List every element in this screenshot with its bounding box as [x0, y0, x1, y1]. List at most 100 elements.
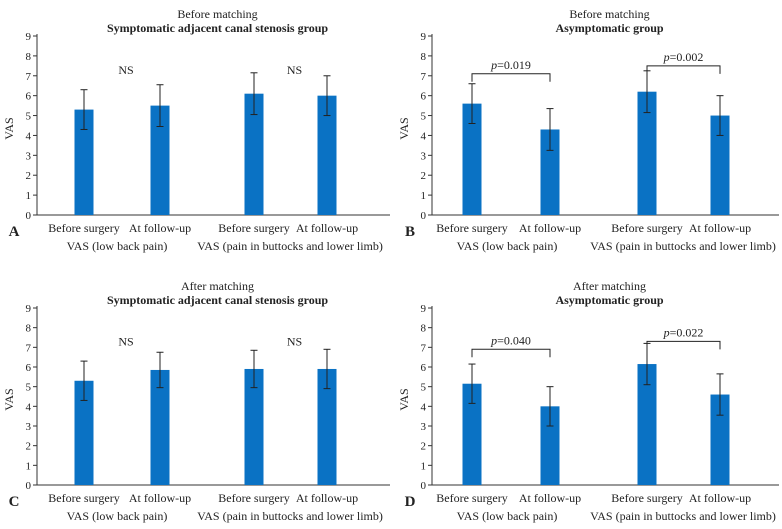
panel-c-y-tick-label: 2 — [26, 441, 32, 453]
panel-b-y-tick-label: 7 — [421, 71, 427, 83]
panel-d-y-tick-label: 1 — [421, 460, 427, 472]
panel-b-y-tick-label: 5 — [421, 111, 427, 123]
panel-c-bar — [74, 380, 94, 485]
panel-d-supertitle: After matching — [573, 279, 646, 293]
panel-b-y-tick-label: 8 — [421, 51, 427, 63]
panel-b-bar — [462, 103, 482, 215]
panel-d-p-value-label: p=0.040 — [490, 333, 531, 347]
panel-a-y-tick-label: 2 — [26, 170, 32, 182]
panel-b-title: Asymptomatic group — [555, 21, 663, 35]
p-symbol: p — [490, 333, 497, 347]
panel-c-bar — [317, 368, 337, 485]
panel-a-group-label: VAS (pain in buttocks and lower limb) — [197, 239, 383, 253]
panel-d-bar — [637, 364, 657, 485]
panel-d-category-label: At follow-up — [519, 491, 581, 505]
p-symbol: p — [663, 325, 670, 339]
panel-a-group-label: VAS (low back pain) — [67, 239, 168, 253]
panel-a-bar — [244, 93, 264, 215]
panel-a-category-label: Before surgery — [48, 221, 119, 235]
panel-b-comparison-bracket — [646, 65, 721, 74]
panel-a-ns-label: NS — [287, 63, 302, 77]
panel-d-label: D — [405, 494, 416, 510]
panel-d-bar — [710, 394, 730, 485]
panel-c-y-tick-label: 1 — [26, 460, 32, 472]
panel-b-y-tick-label: 6 — [421, 91, 427, 103]
panel-a-bar — [317, 95, 337, 215]
panel-d-y-tick-label: 0 — [421, 480, 427, 492]
panel-c-y-tick-label: 0 — [26, 480, 32, 492]
panel-d-p-value-label: p=0.022 — [663, 325, 704, 339]
panel-b-p-value-label: p=0.019 — [490, 58, 531, 72]
panel-c-y-axis-label: VAS — [2, 388, 16, 410]
panel-b-bar — [710, 115, 730, 215]
panel-c-category-label: Before surgery — [218, 491, 289, 505]
panel-b-bar — [540, 129, 560, 215]
panel-a-y-tick-label: 8 — [26, 51, 32, 63]
panel-b-y-tick-label: 1 — [421, 190, 427, 202]
p-value: =0.002 — [670, 50, 704, 64]
panel-a-bar — [150, 105, 170, 215]
panel-c-supertitle: After matching — [181, 279, 254, 293]
panel-d-y-tick-label: 9 — [421, 303, 427, 315]
panel-d-category-label: Before surgery — [436, 491, 507, 505]
panel-a-label: A — [9, 224, 20, 240]
panel-c-ns-label: NS — [118, 334, 133, 348]
panel-d-bar — [462, 383, 482, 485]
p-value: =0.019 — [497, 58, 531, 72]
panel-c-y-tick-label: 3 — [26, 421, 32, 433]
panel-c-y-tick-label: 7 — [26, 342, 32, 354]
panel-a-category-label: At follow-up — [296, 221, 358, 235]
panel-b-bar — [637, 91, 657, 215]
panel-a-bar — [74, 109, 94, 215]
panel-d-y-axis-label: VAS — [397, 388, 411, 410]
panel-c-bar — [150, 369, 170, 485]
panel-d-y-tick-label: 3 — [421, 421, 427, 433]
panel-d-group-label: VAS (low back pain) — [457, 509, 558, 523]
panel-b-y-tick-label: 4 — [421, 130, 427, 142]
panel-d-bar — [540, 406, 560, 485]
panel-b-category-label: At follow-up — [689, 221, 751, 235]
p-symbol: p — [490, 58, 497, 72]
panel-c-y-tick-label: 4 — [26, 401, 32, 413]
panel-a-title: Symptomatic adjacent canal stenosis grou… — [107, 21, 328, 35]
panel-b-y-tick-label: 3 — [421, 150, 427, 162]
panel-c-category-label: At follow-up — [129, 491, 191, 505]
panel-d-y-tick-label: 7 — [421, 342, 427, 354]
p-value: =0.022 — [670, 325, 704, 339]
panel-b-group-label: VAS (low back pain) — [457, 239, 558, 253]
panel-b-category-label: Before surgery — [611, 221, 682, 235]
panel-d-group-label: VAS (pain in buttocks and lower limb) — [590, 509, 776, 523]
panel-b-label: B — [405, 224, 415, 240]
panel-a-y-tick-label: 1 — [26, 190, 32, 202]
panel-b-group-label: VAS (pain in buttocks and lower limb) — [590, 239, 776, 253]
panel-c-ns-label: NS — [287, 334, 302, 348]
panel-a-category-label: Before surgery — [218, 221, 289, 235]
panel-a-supertitle: Before matching — [177, 7, 257, 21]
panel-d-y-tick-label: 4 — [421, 401, 427, 413]
panel-c-group-label: VAS (low back pain) — [67, 509, 168, 523]
panel-d-title: Asymptomatic group — [555, 293, 663, 307]
panel-b-y-axis-label: VAS — [397, 117, 411, 139]
panel-c-category-label: At follow-up — [296, 491, 358, 505]
panel-a-y-tick-label: 7 — [26, 71, 32, 83]
panel-c-label: C — [9, 494, 20, 510]
panel-a-y-axis-label: VAS — [2, 117, 16, 139]
panel-b-p-value-label: p=0.002 — [663, 50, 704, 64]
panel-a-category-label: At follow-up — [129, 221, 191, 235]
panel-d-category-label: Before surgery — [611, 491, 682, 505]
panel-a-y-tick-label: 6 — [26, 91, 32, 103]
panel-b-comparison-bracket — [471, 73, 551, 82]
panel-a-y-tick-label: 0 — [26, 210, 32, 222]
panel-c-bar — [244, 368, 264, 485]
panel-b-y-tick-label: 0 — [421, 210, 427, 222]
panel-c-y-tick-label: 5 — [26, 382, 32, 394]
panel-d-comparison-bracket — [646, 340, 721, 350]
p-value: =0.040 — [497, 333, 531, 347]
panel-c-title: Symptomatic adjacent canal stenosis grou… — [107, 293, 328, 307]
panel-d-comparison-bracket — [471, 348, 551, 358]
panel-c-y-tick-label: 6 — [26, 362, 32, 374]
panel-a-ns-label: NS — [118, 63, 133, 77]
panel-b-supertitle: Before matching — [569, 7, 649, 21]
panel-a-y-tick-label: 3 — [26, 150, 32, 162]
